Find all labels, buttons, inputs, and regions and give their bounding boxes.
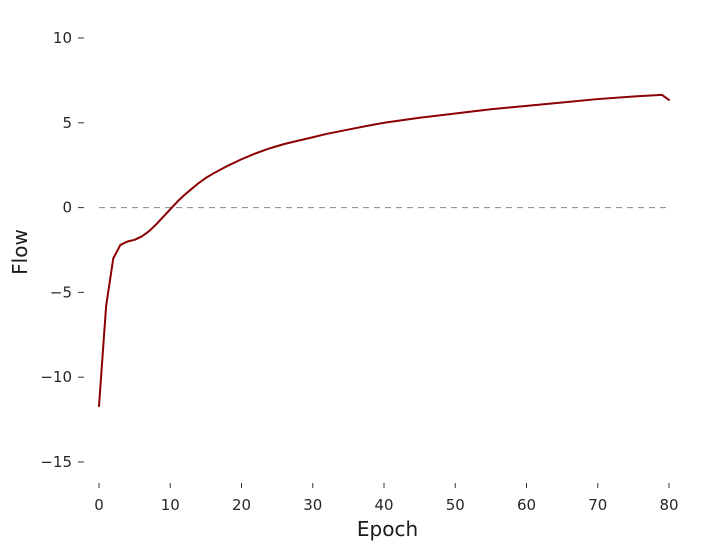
x-tick-label: 70 <box>588 496 607 514</box>
x-tick-label: 30 <box>303 496 322 514</box>
y-tick-label: −10 <box>40 368 72 386</box>
y-tick-label: 5 <box>62 114 72 132</box>
x-tick-label: 20 <box>232 496 251 514</box>
x-tick-label: 60 <box>517 496 536 514</box>
x-tick-label: 10 <box>161 496 180 514</box>
y-tick-label: 10 <box>53 29 72 47</box>
x-tick-label: 50 <box>446 496 465 514</box>
series-line-0 <box>98 93 670 408</box>
series-layer <box>98 93 670 408</box>
y-tick-label: 0 <box>62 199 72 217</box>
y-tick-label: −5 <box>50 283 72 301</box>
y-axis-ticks: 10 5 0 −5 −10 −15 <box>40 29 84 471</box>
y-axis-label: Flow <box>8 229 32 275</box>
y-tick-label: −15 <box>40 453 72 471</box>
x-axis-label: Epoch <box>357 517 418 541</box>
x-tick-label: 40 <box>374 496 393 514</box>
x-tick-label: 0 <box>94 496 104 514</box>
x-tick-label: 80 <box>659 496 678 514</box>
x-axis-ticks: 0 10 20 30 40 50 60 70 80 <box>94 483 679 514</box>
